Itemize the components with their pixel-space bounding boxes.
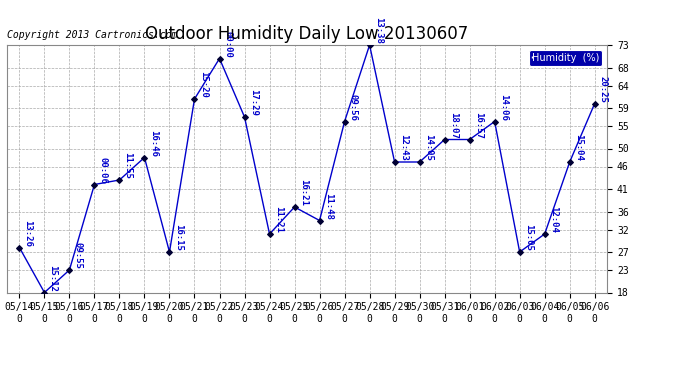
Text: 15:12: 15:12	[48, 265, 57, 292]
Point	[514, 249, 525, 255]
Text: 16:21: 16:21	[299, 179, 308, 206]
Point	[14, 244, 25, 250]
Point	[64, 267, 75, 273]
Text: 18:07: 18:07	[448, 112, 457, 139]
Legend: Humidity  (%): Humidity (%)	[529, 50, 602, 66]
Point	[489, 118, 500, 124]
Text: 14:06: 14:06	[499, 94, 508, 121]
Point	[164, 249, 175, 255]
Text: 00:00: 00:00	[224, 31, 233, 58]
Point	[214, 56, 225, 62]
Text: 15:04: 15:04	[574, 134, 583, 161]
Point	[389, 159, 400, 165]
Text: 20:25: 20:25	[599, 76, 608, 103]
Point	[114, 177, 125, 183]
Point	[414, 159, 425, 165]
Point	[314, 217, 325, 223]
Point	[289, 204, 300, 210]
Text: 11:21: 11:21	[274, 206, 283, 233]
Text: 09:55: 09:55	[74, 242, 83, 269]
Text: 11:55: 11:55	[124, 152, 132, 179]
Point	[39, 290, 50, 296]
Point	[189, 96, 200, 102]
Point	[564, 159, 575, 165]
Text: 13:26: 13:26	[23, 220, 32, 247]
Text: 00:06: 00:06	[99, 157, 108, 184]
Text: 13:38: 13:38	[374, 17, 383, 44]
Text: 16:57: 16:57	[474, 112, 483, 139]
Text: 17:29: 17:29	[248, 89, 257, 116]
Text: 12:04: 12:04	[549, 206, 558, 233]
Text: 15:20: 15:20	[199, 71, 208, 98]
Text: 14:05: 14:05	[424, 134, 433, 161]
Text: 11:48: 11:48	[324, 193, 333, 220]
Text: 15:05: 15:05	[524, 224, 533, 251]
Text: 16:46: 16:46	[148, 130, 157, 157]
Point	[139, 154, 150, 160]
Point	[364, 42, 375, 48]
Point	[464, 136, 475, 142]
Point	[439, 136, 450, 142]
Point	[339, 118, 350, 124]
Point	[89, 182, 100, 188]
Text: Copyright 2013 Cartronics.com: Copyright 2013 Cartronics.com	[7, 30, 177, 40]
Text: 09:56: 09:56	[348, 94, 357, 121]
Point	[589, 100, 600, 106]
Text: 12:43: 12:43	[399, 134, 408, 161]
Point	[264, 231, 275, 237]
Text: 16:15: 16:15	[174, 224, 183, 251]
Point	[539, 231, 550, 237]
Title: Outdoor Humidity Daily Low 20130607: Outdoor Humidity Daily Low 20130607	[146, 26, 469, 44]
Point	[239, 114, 250, 120]
